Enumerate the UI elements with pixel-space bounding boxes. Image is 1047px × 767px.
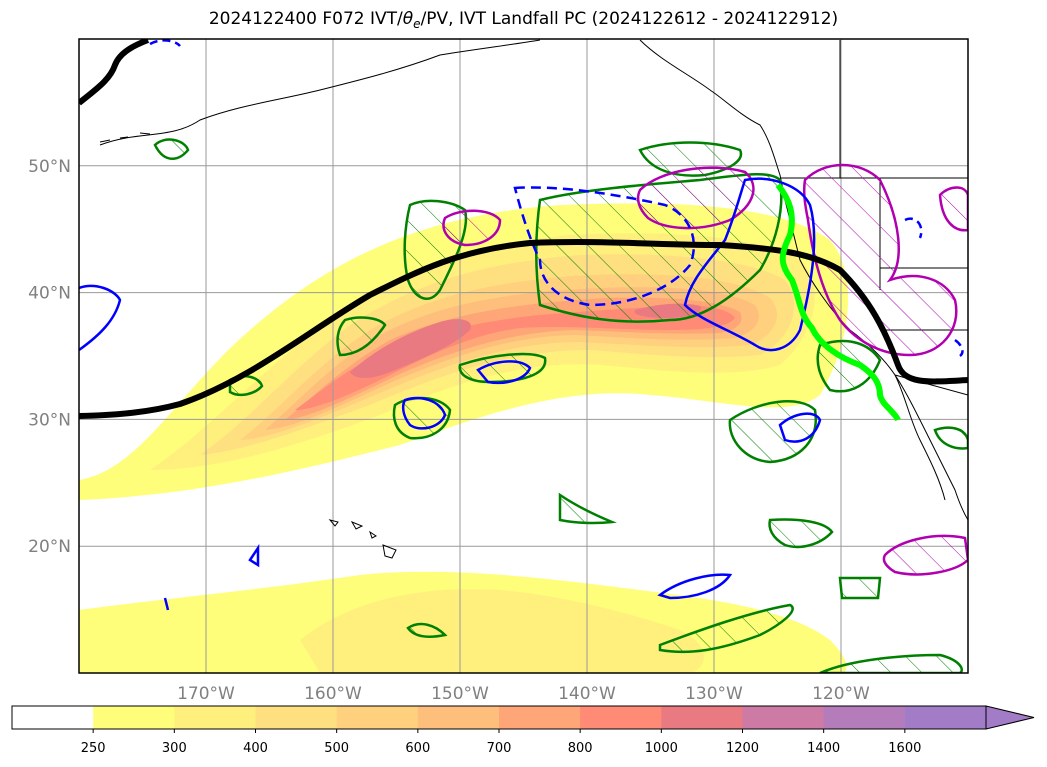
theta-e-region	[336, 316, 387, 357]
landfall-line	[775, 183, 901, 422]
lon-tick-label: 130°W	[685, 684, 743, 704]
colorbar-bin	[742, 706, 825, 729]
theta-e-region	[819, 653, 964, 673]
lat-tick-label: 30°N	[28, 410, 71, 430]
chart-title: 2024122400 F072 IVT/θe/PV, IVT Landfall …	[208, 9, 839, 32]
colorbar-tick-label: 600	[405, 741, 430, 756]
map-frame	[78, 38, 969, 674]
pv-region	[636, 166, 755, 230]
ivt-contour-line-north	[79, 39, 150, 106]
theta-e-region	[768, 518, 834, 549]
colorbar-extend-arrow	[985, 705, 1035, 730]
colorbar-tick-label: 1200	[726, 741, 759, 756]
colorbar-tick-label: 500	[324, 741, 349, 756]
lon-tick-labels: 170°W 160°W 150°W 140°W 130°W 120°W	[177, 684, 870, 704]
lat-tick-label: 50°N	[28, 157, 71, 177]
lat-tick-label: 20°N	[28, 537, 71, 557]
pv-region	[882, 534, 968, 576]
pv-neg-solid	[163, 543, 260, 611]
colorbar-bin	[255, 706, 338, 729]
colorbar-bin	[661, 706, 743, 729]
colorbar-tick-label: 300	[162, 741, 187, 756]
hawaii	[328, 519, 397, 559]
colorbar-tick-label: 1600	[888, 741, 921, 756]
theta-e-region	[728, 400, 818, 464]
pv-neg-solid	[778, 412, 822, 443]
colorbar-tick-label: 1000	[645, 741, 678, 756]
ivt-contour-line	[79, 239, 968, 419]
lon-tick-label: 140°W	[558, 684, 616, 704]
colorbar-bin	[174, 706, 256, 729]
lon-tick-label: 120°W	[812, 684, 870, 704]
theta-e-region	[406, 622, 448, 638]
pv-neg-solid	[657, 573, 733, 600]
alaska-coast	[99, 39, 541, 146]
pv-region	[442, 209, 502, 247]
colorbar-tick-label: 250	[81, 741, 106, 756]
ivt-fill-1000	[350, 319, 471, 378]
colorbar: 250 300 400 500 600 700 800 1000 1200 1400 1600	[11, 705, 1035, 756]
lon-tick-label: 160°W	[304, 684, 362, 704]
colorbar-tick-label: 1400	[807, 741, 840, 756]
colorbar-bin	[417, 706, 500, 729]
colorbar-bin	[12, 706, 94, 729]
pv-neg-dashed	[513, 186, 696, 307]
pv-region	[802, 163, 958, 357]
lat-tick-label: 40°N	[28, 284, 71, 304]
baja	[894, 374, 946, 501]
bc-coast	[639, 39, 968, 521]
lat-tick-labels: 50°N 40°N 30°N 20°N	[28, 157, 71, 557]
ivt-fill-300-b	[300, 589, 704, 673]
colorbar-bin	[499, 706, 581, 729]
colorbar-bin	[336, 706, 419, 729]
lon-tick-label: 170°W	[177, 684, 235, 704]
lon-tick-label: 150°W	[431, 684, 489, 704]
aleutians	[99, 132, 151, 143]
colorbar-bin	[580, 706, 662, 729]
theta-e-region	[933, 426, 968, 450]
pv-region	[938, 186, 968, 232]
theta-e-region	[658, 603, 794, 654]
colorbar-bin	[823, 706, 906, 729]
colorbar-tick-label: 700	[487, 741, 512, 756]
colorbar-tick-label: 400	[243, 741, 268, 756]
theta-e-region	[558, 492, 617, 525]
theta-e-region	[838, 576, 882, 600]
colorbar-tick-label: 800	[568, 741, 593, 756]
pv-neg-solid	[79, 284, 122, 352]
pv-positive-contours	[442, 163, 968, 576]
pv-neg-solid	[476, 360, 532, 385]
colorbar-bin	[904, 706, 987, 729]
theta-e-region	[153, 138, 190, 160]
colorbar-bin	[93, 706, 175, 729]
pv-neg-dashed	[149, 39, 964, 357]
pv-neg-solid	[401, 396, 447, 430]
